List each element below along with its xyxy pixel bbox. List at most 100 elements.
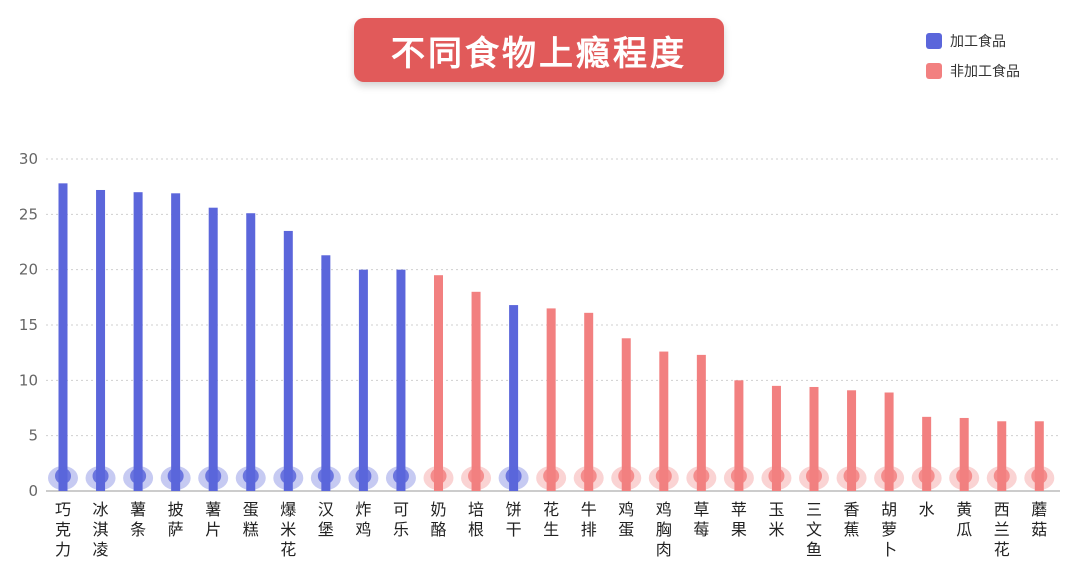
x-tick-label: 巧 [55,500,71,519]
bar [621,338,631,491]
x-tick-label: 克 [55,520,71,539]
x-tick-label: 爆 [280,500,296,519]
chips-icon [198,466,229,490]
bar [584,312,594,491]
bar [358,269,368,491]
bar [847,390,857,491]
x-tick-label: 西 [994,500,1010,519]
x-tick-label: 薯 [205,500,221,519]
y-tick-label: 15 [19,316,38,334]
bar [997,421,1007,491]
cake-icon [235,466,266,490]
x-tick-label: 花 [543,500,559,519]
burger-icon [310,466,341,490]
x-tick-label: 蛋 [243,500,259,519]
bar [283,230,293,491]
x-tick-label: 冰 [93,500,109,519]
steak-icon [573,466,604,490]
bar [509,305,519,491]
x-tick-label: 苹 [731,500,747,519]
bar [96,189,106,491]
x-tick-label: 淇 [93,520,109,539]
salmon-icon [799,466,829,490]
x-tick-label: 奶 [430,500,446,519]
x-tick-label: 玉 [768,500,784,519]
x-tick-label: 根 [468,520,484,539]
bar [546,308,556,491]
y-tick-label: 10 [19,371,38,389]
bar [396,269,406,491]
x-tick-label: 鱼 [806,540,822,559]
fries-icon [123,466,154,490]
x-tick-label: 蘑 [1031,500,1047,519]
peanut-icon [536,466,567,490]
x-tick-label: 片 [205,520,221,539]
fried-chicken-icon [348,466,379,490]
bar [659,351,669,491]
x-tick-label: 花 [994,540,1010,559]
cucumber-icon [949,466,980,490]
mushroom-icon [1024,466,1055,490]
legend-swatch-unprocessed [926,63,942,79]
x-tick-label: 薯 [130,500,146,519]
chicken-breast-icon [648,466,679,490]
x-tick-label: 牛 [581,500,597,519]
bacon-icon [461,466,492,490]
x-tick-label: 生 [543,520,559,539]
popcorn-icon [273,466,304,490]
x-tick-label: 力 [55,540,71,559]
pizza-icon [160,466,191,490]
egg-icon [611,466,642,490]
legend-item-processed: 加工食品 [926,26,1020,56]
x-tick-label: 蛋 [618,520,634,539]
y-tick-label: 25 [19,205,38,223]
x-tick-label: 莓 [693,520,709,539]
bar [696,354,706,491]
cookie-icon [498,466,529,490]
bar [471,291,481,491]
bar [884,392,894,491]
y-tick-label: 30 [19,150,38,168]
x-tick-label: 鸡 [656,500,672,519]
legend: 加工食品 非加工食品 [926,26,1020,86]
x-tick-label: 饼 [506,500,522,519]
x-tick-label: 萝 [881,520,897,539]
x-tick-label: 花 [280,540,296,559]
bar [321,255,331,491]
x-tick-label: 菇 [1031,520,1047,539]
bar [922,416,932,491]
bar [434,275,443,491]
x-tick-label: 酪 [430,520,446,539]
x-tick-label: 三 [806,500,822,519]
y-tick-label: 0 [28,482,38,500]
chocolate-icon [48,466,78,490]
bar [959,417,969,491]
bar [133,192,143,491]
y-tick-label: 5 [28,427,38,445]
x-tick-label: 鸡 [355,520,371,539]
x-tick-label: 可 [393,500,409,519]
x-tick-label: 培 [468,500,484,519]
x-tick-label: 蕉 [844,520,860,539]
x-tick-label: 排 [581,520,597,539]
x-tick-label: 炸 [355,500,371,519]
x-tick-label: 肉 [656,540,672,559]
legend-label-unprocessed: 非加工食品 [950,64,1020,80]
x-tick-label: 披 [168,500,184,519]
legend-swatch-processed [926,33,942,49]
bar [809,386,819,491]
bar [734,380,744,491]
bar [771,385,781,491]
ice-cream-icon [85,466,116,490]
legend-item-unprocessed: 非加工食品 [926,56,1020,86]
x-tick-label: 米 [768,520,784,539]
x-tick-label: 瓜 [956,520,972,539]
bar [171,193,181,491]
banana-icon [836,466,867,490]
x-tick-label: 胸 [656,520,672,539]
bar [246,213,256,491]
broccoli-icon [986,466,1017,490]
title-banner: 不同食物上瘾程度 [354,18,724,82]
x-tick-label: 堡 [318,520,334,539]
x-tick-label: 鸡 [618,500,634,519]
